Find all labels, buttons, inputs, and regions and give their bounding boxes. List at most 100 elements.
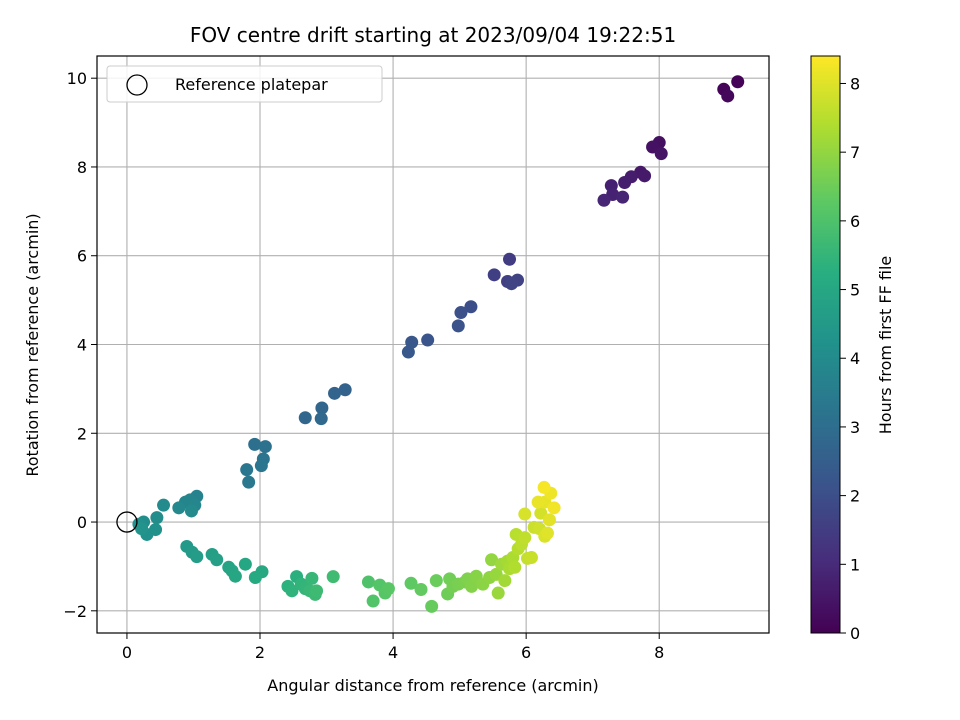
data-point	[597, 193, 611, 207]
x-tick-label: 2	[255, 643, 265, 662]
data-points	[132, 75, 745, 613]
data-point	[248, 571, 262, 585]
data-point	[547, 501, 561, 515]
y-tick-label: 4	[77, 336, 87, 355]
data-point	[328, 386, 342, 400]
x-tick-label: 4	[388, 643, 398, 662]
colorbar-tick-label: 1	[850, 555, 860, 574]
colorbar-gradient	[811, 56, 840, 633]
data-point	[338, 383, 352, 397]
legend: Reference platepar	[106, 65, 383, 103]
data-point	[464, 300, 478, 314]
data-point	[498, 574, 512, 588]
data-point	[421, 333, 435, 347]
data-point	[414, 583, 428, 597]
data-point	[254, 459, 268, 473]
data-point	[326, 570, 340, 584]
data-point	[518, 531, 532, 545]
colorbar-tick-label: 7	[850, 143, 860, 162]
colorbar-tick-label: 6	[850, 212, 860, 231]
data-point	[240, 463, 254, 477]
colorbar-ticks: 0 1 2 3 4 5 6 7 8	[840, 74, 860, 643]
data-point	[190, 550, 204, 564]
data-point	[248, 437, 262, 451]
x-tick-label: 0	[122, 643, 132, 662]
data-point	[242, 475, 256, 489]
data-point	[491, 586, 505, 600]
data-point	[465, 579, 479, 593]
legend-box	[106, 65, 383, 103]
data-point	[537, 480, 551, 494]
colorbar-tick-label: 3	[850, 418, 860, 437]
x-axis-label: Angular distance from reference (arcmin)	[267, 676, 598, 695]
data-point	[184, 504, 198, 518]
data-point	[157, 498, 171, 512]
data-point	[454, 306, 468, 320]
reference-marker	[116, 511, 138, 533]
y-tick-label: 8	[77, 158, 87, 177]
data-point	[305, 571, 319, 585]
data-point	[298, 411, 312, 425]
data-point	[616, 190, 630, 204]
data-point	[425, 599, 439, 613]
data-point	[542, 513, 556, 527]
data-point	[638, 169, 652, 183]
x-axis-ticks: 0 2 4 6 8	[122, 633, 664, 662]
data-point	[487, 268, 501, 282]
data-point	[518, 507, 532, 521]
data-point	[451, 319, 465, 333]
colorbar-label: Hours from first FF file	[876, 256, 895, 435]
x-tick-label: 8	[654, 643, 664, 662]
y-tick-label: 0	[77, 513, 87, 532]
data-point	[721, 89, 735, 103]
data-point	[314, 412, 328, 426]
colorbar-tick-label: 5	[850, 281, 860, 300]
colorbar-frame	[810, 55, 841, 634]
data-point	[654, 147, 668, 161]
y-axis-ticks: −2 0 2 4 6 8 10	[63, 69, 97, 621]
x-tick-label: 6	[521, 643, 531, 662]
colorbar-tick-label: 0	[850, 624, 860, 643]
data-point	[228, 569, 242, 583]
y-tick-label: 6	[77, 247, 87, 266]
colorbar-tick-label: 8	[850, 74, 860, 93]
data-point	[150, 511, 164, 525]
data-point	[366, 594, 380, 608]
colorbar-tick-label: 4	[850, 349, 860, 368]
data-point	[315, 401, 329, 415]
data-point	[401, 345, 415, 359]
y-axis-label: Rotation from reference (arcmin)	[23, 213, 42, 476]
y-tick-label: −2	[63, 602, 87, 621]
data-point	[172, 501, 186, 515]
legend-entry-reference-platepar: Reference platepar	[175, 75, 328, 94]
data-point	[731, 75, 745, 89]
data-point	[310, 584, 324, 598]
legend-marker	[126, 74, 148, 96]
y-tick-label: 2	[77, 424, 87, 443]
data-point	[135, 522, 149, 536]
chart-title: FOV centre drift starting at 2023/09/04 …	[190, 23, 676, 47]
colorbar-tick-label: 2	[850, 487, 860, 506]
data-point	[361, 575, 375, 589]
data-point	[618, 175, 632, 189]
data-point	[503, 252, 517, 266]
data-point	[285, 584, 299, 598]
data-point	[531, 495, 545, 509]
grid-lines	[97, 56, 769, 633]
data-point	[508, 560, 522, 574]
data-point	[429, 574, 443, 588]
data-point	[485, 553, 499, 567]
y-tick-label: 10	[67, 69, 87, 88]
reference-platepar-marker	[116, 511, 138, 533]
data-point	[540, 526, 554, 540]
data-point	[505, 277, 519, 291]
colorbar: 0 1 2 3 4 5 6 7 8 Hours from first FF file	[810, 55, 895, 643]
data-point	[258, 440, 272, 454]
data-point	[238, 557, 252, 571]
data-point	[404, 576, 418, 590]
data-point	[405, 335, 419, 349]
data-point	[381, 582, 395, 596]
data-point	[210, 553, 224, 567]
data-point	[524, 551, 538, 565]
